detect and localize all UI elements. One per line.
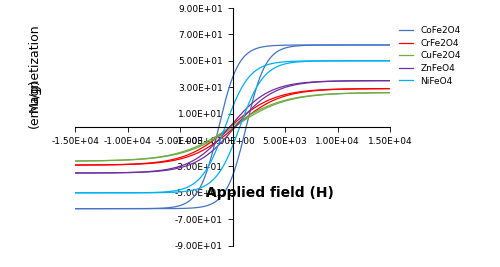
CrFe2O4 <box>387 87 393 90</box>
CuFe2O4 <box>206 139 212 142</box>
NiFeO4 <box>193 180 199 184</box>
NiFeO4 <box>387 59 393 62</box>
CuFe2O4 <box>72 159 78 163</box>
ZnFeO4 <box>108 171 114 174</box>
CoFe2O4 <box>126 207 132 210</box>
CuFe2O4 <box>108 159 114 162</box>
Line: NiFeO4: NiFeO4 <box>75 61 390 193</box>
CoFe2O4 <box>347 43 353 46</box>
NiFeO4 <box>126 191 132 194</box>
NiFeO4 <box>206 163 212 166</box>
ZnFeO4 <box>387 79 393 82</box>
Text: (emu/g): (emu/g) <box>28 78 40 128</box>
Legend: CoFe2O4, CrFe2O4, CuFe2O4, ZnFeO4, NiFeO4: CoFe2O4, CrFe2O4, CuFe2O4, ZnFeO4, NiFeO… <box>398 24 462 88</box>
CuFe2O4 <box>381 91 387 94</box>
CoFe2O4 <box>387 43 393 46</box>
Text: Magnetization: Magnetization <box>28 23 40 112</box>
CoFe2O4 <box>206 162 212 165</box>
CrFe2O4 <box>206 142 212 145</box>
Line: CrFe2O4: CrFe2O4 <box>75 89 390 165</box>
NiFeO4 <box>381 59 387 62</box>
Line: CuFe2O4: CuFe2O4 <box>75 93 390 161</box>
Text: Applied field (H): Applied field (H) <box>206 186 334 200</box>
CuFe2O4 <box>387 91 393 94</box>
CrFe2O4 <box>347 87 353 91</box>
CrFe2O4 <box>193 150 199 153</box>
Line: ZnFeO4: ZnFeO4 <box>75 81 390 173</box>
CoFe2O4 <box>193 193 199 196</box>
CuFe2O4 <box>126 158 132 161</box>
ZnFeO4 <box>381 79 387 82</box>
CoFe2O4 <box>381 43 387 46</box>
ZnFeO4 <box>126 171 132 174</box>
ZnFeO4 <box>206 147 212 151</box>
CuFe2O4 <box>193 145 199 148</box>
CrFe2O4 <box>108 163 114 166</box>
CrFe2O4 <box>72 163 78 167</box>
CuFe2O4 <box>347 92 353 95</box>
CoFe2O4 <box>72 207 78 210</box>
ZnFeO4 <box>72 171 78 175</box>
ZnFeO4 <box>347 79 353 83</box>
NiFeO4 <box>108 191 114 194</box>
CrFe2O4 <box>126 163 132 166</box>
CoFe2O4 <box>108 207 114 210</box>
NiFeO4 <box>347 59 353 62</box>
CrFe2O4 <box>381 87 387 90</box>
Line: CoFe2O4: CoFe2O4 <box>75 45 390 209</box>
NiFeO4 <box>72 191 78 194</box>
ZnFeO4 <box>193 158 199 161</box>
